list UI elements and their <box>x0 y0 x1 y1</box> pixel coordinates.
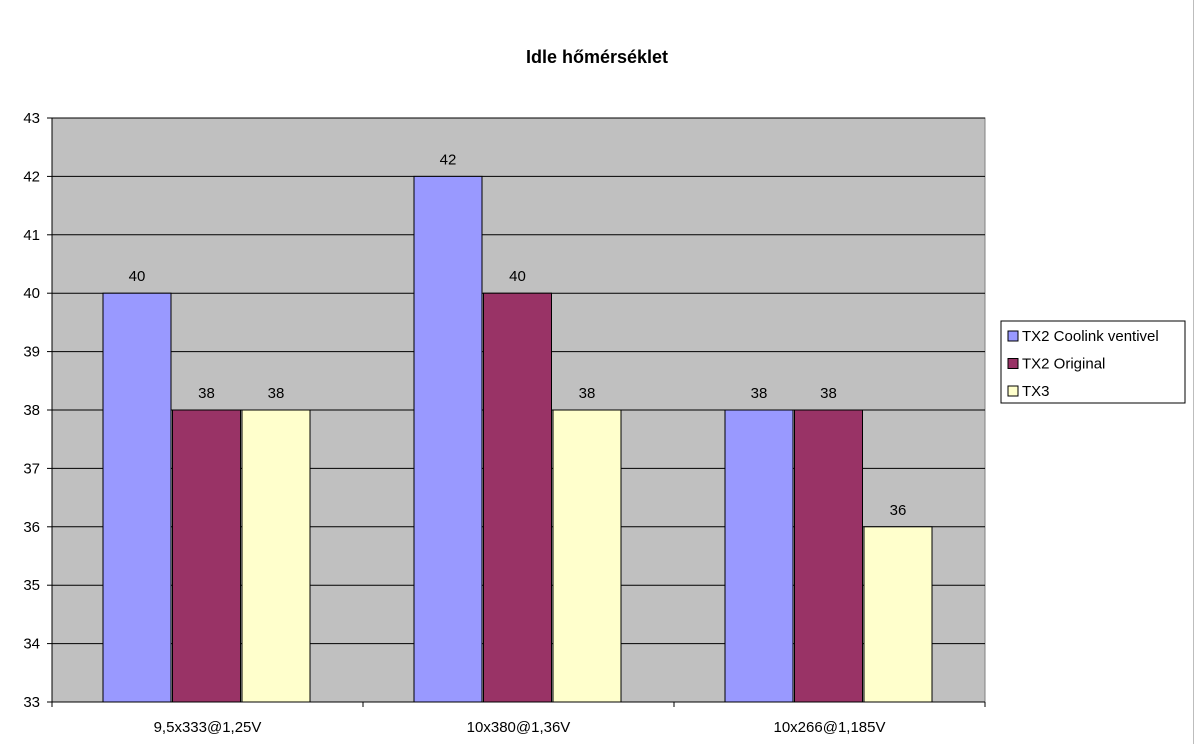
y-tick-label: 35 <box>23 577 40 594</box>
legend-box <box>1000 320 1186 404</box>
data-label: 40 <box>129 268 146 285</box>
y-tick-label: 36 <box>23 519 40 536</box>
bar <box>552 409 622 703</box>
y-tick-label: 38 <box>23 402 40 419</box>
y-tick-label: 33 <box>23 694 40 711</box>
bar <box>413 175 483 703</box>
data-label: 40 <box>509 268 526 285</box>
data-label: 42 <box>440 151 457 168</box>
y-tick-label: 42 <box>23 168 40 185</box>
legend-swatch <box>1007 330 1019 342</box>
y-tick-label: 40 <box>23 285 40 302</box>
bar <box>794 409 863 703</box>
x-tick-label: 9,5x333@1,25V <box>154 719 262 736</box>
data-label: 38 <box>198 385 215 402</box>
y-tick-label: 41 <box>23 227 40 244</box>
chart-title: Idle hőmérséklet <box>526 47 668 67</box>
bar <box>172 409 241 703</box>
bar <box>724 409 794 703</box>
window-edge-divider <box>1193 0 1194 744</box>
data-label: 38 <box>751 385 768 402</box>
data-label: 36 <box>890 502 907 519</box>
data-label: 38 <box>268 385 285 402</box>
y-tick-label: 37 <box>23 460 40 477</box>
legend: TX2 Coolink ventivel TX2 Original TX3 <box>1000 320 1186 404</box>
plot-area: 33 34 35 36 37 38 39 40 41 42 43 9,5x333@1,25V 40 38 3… <box>23 110 986 736</box>
y-tick-label: 34 <box>23 636 40 653</box>
y-tick-label: 39 <box>23 344 40 361</box>
legend-swatch <box>1007 385 1019 397</box>
legend-swatch <box>1007 358 1019 369</box>
bar <box>483 292 552 703</box>
x-tick-label: 10x380@1,36V <box>467 719 571 736</box>
bar <box>863 526 933 703</box>
legend-label: TX2 Original <box>1022 356 1105 373</box>
data-label: 38 <box>820 385 837 402</box>
x-tick-label: 10x266@1,185V <box>774 719 886 736</box>
data-label: 38 <box>579 385 596 402</box>
bar <box>241 409 311 703</box>
legend-label: TX2 Coolink ventivel <box>1022 328 1159 345</box>
y-tick-label: 43 <box>23 110 40 127</box>
bar <box>102 292 172 703</box>
legend-label: TX3 <box>1022 383 1050 400</box>
